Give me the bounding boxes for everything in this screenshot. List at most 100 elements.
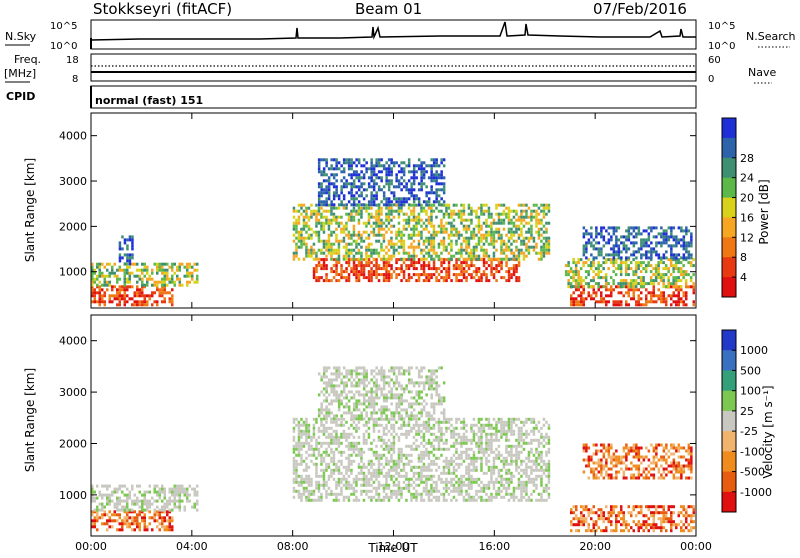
echo-cell bbox=[390, 204, 393, 207]
echo-cell bbox=[605, 261, 608, 264]
echo-cell bbox=[428, 493, 431, 496]
echo-cell bbox=[144, 528, 147, 531]
echo-cell bbox=[493, 487, 496, 490]
echo-cell bbox=[585, 241, 588, 244]
echo-cell bbox=[405, 472, 408, 475]
echo-cell bbox=[298, 496, 301, 499]
echo-cell bbox=[448, 270, 451, 273]
echo-cell bbox=[333, 421, 336, 424]
echo-cell bbox=[355, 478, 358, 481]
echo-cell bbox=[375, 451, 378, 454]
echo-cell bbox=[480, 487, 483, 490]
echo-cell bbox=[455, 457, 458, 460]
echo-cell bbox=[665, 300, 668, 303]
echo-cell bbox=[430, 484, 433, 487]
echo-cell bbox=[525, 243, 528, 246]
echo-cell bbox=[443, 258, 446, 261]
echo-cell bbox=[119, 513, 122, 516]
echo-cell bbox=[333, 439, 336, 442]
echo-cell bbox=[315, 210, 318, 213]
echo-cell bbox=[295, 490, 298, 493]
echo-cell bbox=[119, 297, 122, 300]
echo-cell bbox=[99, 297, 102, 300]
echo-cell bbox=[109, 284, 112, 287]
echo-cell bbox=[625, 300, 628, 303]
echo-cell bbox=[453, 478, 456, 481]
echo-cell bbox=[139, 291, 142, 294]
echo-cell bbox=[625, 273, 628, 276]
echo-cell bbox=[490, 234, 493, 237]
echo-cell bbox=[433, 427, 436, 430]
echo-cell bbox=[146, 266, 149, 269]
echo-cell bbox=[126, 269, 129, 272]
echo-cell bbox=[503, 240, 506, 243]
echo-cell bbox=[403, 219, 406, 222]
echo-cell bbox=[528, 442, 531, 445]
echo-cell bbox=[126, 503, 129, 506]
echo-cell bbox=[528, 499, 531, 502]
echo-cell bbox=[295, 475, 298, 478]
echo-cell bbox=[430, 249, 433, 252]
echo-cell bbox=[540, 478, 543, 481]
echo-cell bbox=[455, 273, 458, 276]
echo-cell bbox=[179, 263, 182, 266]
echo-cell bbox=[685, 294, 688, 297]
echo-cell bbox=[370, 249, 373, 252]
echo-cell bbox=[355, 191, 358, 194]
echo-cell bbox=[94, 525, 97, 528]
echo-cell bbox=[134, 500, 137, 503]
echo-cell bbox=[375, 487, 378, 490]
echo-cell bbox=[119, 244, 122, 247]
echo-cell bbox=[368, 421, 371, 424]
echo-cell bbox=[498, 270, 501, 273]
echo-cell bbox=[420, 237, 423, 240]
echo-cell bbox=[370, 170, 373, 173]
echo-cell bbox=[303, 424, 306, 427]
echo-cell bbox=[350, 487, 353, 490]
echo-cell bbox=[673, 235, 676, 238]
echo-cell bbox=[418, 231, 421, 234]
echo-cell bbox=[149, 510, 152, 513]
echo-cell bbox=[498, 490, 501, 493]
echo-cell bbox=[603, 300, 606, 303]
echo-cell bbox=[320, 158, 323, 161]
echo-cell bbox=[340, 267, 343, 270]
echo-cell bbox=[363, 188, 366, 191]
echo-cell bbox=[325, 243, 328, 246]
echo-cell bbox=[535, 499, 538, 502]
echo-cell bbox=[295, 222, 298, 225]
echo-cell bbox=[657, 264, 660, 267]
echo-cell bbox=[495, 270, 498, 273]
echo-cell bbox=[348, 243, 351, 246]
echo-cell bbox=[570, 270, 573, 273]
echo-cell bbox=[368, 246, 371, 249]
echo-cell bbox=[663, 294, 666, 297]
echo-cell bbox=[640, 303, 643, 306]
echo-cell bbox=[622, 261, 625, 264]
echo-cell bbox=[146, 528, 149, 531]
echo-cell bbox=[338, 418, 341, 421]
echo-cell bbox=[430, 210, 433, 213]
echo-cell bbox=[443, 496, 446, 499]
echo-cell bbox=[518, 472, 521, 475]
echo-cell bbox=[350, 258, 353, 261]
echo-cell bbox=[510, 427, 513, 430]
echo-cell bbox=[400, 496, 403, 499]
echo-cell bbox=[618, 226, 621, 229]
echo-cell bbox=[438, 243, 441, 246]
echo-cell bbox=[383, 194, 386, 197]
echo-cell bbox=[425, 210, 428, 213]
echo-cell bbox=[658, 288, 661, 291]
echo-cell bbox=[368, 182, 371, 185]
echo-cell bbox=[318, 191, 321, 194]
echo-cell bbox=[400, 490, 403, 493]
echo-cell bbox=[355, 210, 358, 213]
echo-cell bbox=[498, 454, 501, 457]
echo-cell bbox=[450, 445, 453, 448]
echo-cell bbox=[358, 249, 361, 252]
echo-cell bbox=[430, 478, 433, 481]
echo-cell bbox=[493, 439, 496, 442]
echo-cell bbox=[164, 488, 167, 491]
echo-cell bbox=[400, 457, 403, 460]
echo-cell bbox=[124, 281, 127, 284]
